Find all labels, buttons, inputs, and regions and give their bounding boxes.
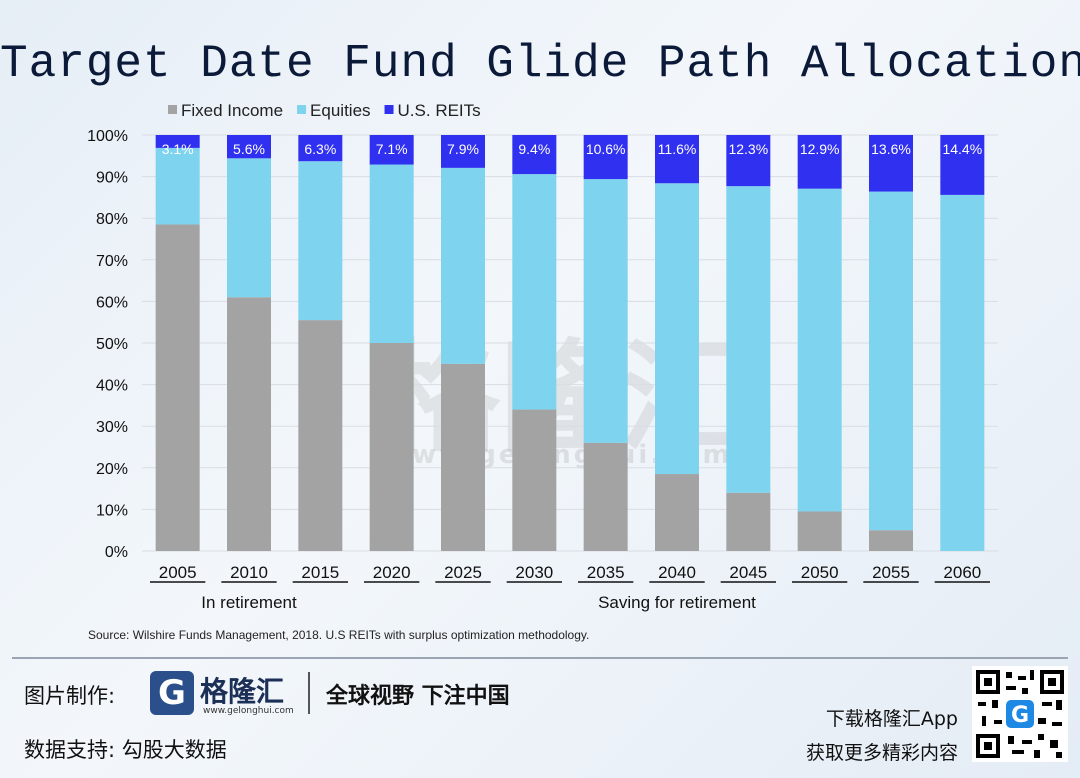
logo-name: 格隆汇 [200, 675, 285, 708]
bar-segment [655, 135, 699, 184]
reit-data-label: 5.6% [233, 141, 265, 157]
footer-vertical-divider [308, 672, 310, 714]
reit-data-label: 7.9% [447, 141, 479, 157]
legend-label: Fixed Income [181, 101, 283, 120]
group-label: Saving for retirement [598, 593, 756, 612]
bar-segment [441, 167, 485, 364]
x-tick-label: 2015 [301, 563, 339, 582]
bar-segment [797, 511, 842, 551]
legend-swatch [168, 105, 177, 114]
reit-data-label: 9.4% [518, 141, 550, 157]
bar-segment [369, 135, 414, 165]
logo-url: www.gelonghui.com [203, 706, 294, 716]
stacked-bar-chart: 0% 10% 20% 30% 40% 50% 60% 70% 80% 90% 100% Fixed I… [87, 101, 998, 642]
legend-label: Equities [310, 101, 370, 120]
x-tick-label: 2030 [515, 563, 553, 582]
legend-label: U.S. REITs [398, 101, 481, 120]
bar-segment [155, 224, 200, 551]
bar-segment [227, 158, 271, 298]
bar-segment [227, 135, 271, 159]
gelonghui-logo-icon: G [150, 671, 194, 715]
bar-segment [726, 492, 771, 551]
bar-segment [155, 135, 200, 148]
y-tick-label: 10% [96, 502, 128, 519]
reit-data-label: 12.3% [728, 141, 768, 157]
reit-data-label: 3.1% [162, 141, 194, 157]
svg-text:G: G [1011, 703, 1029, 728]
y-tick-label: 0% [105, 544, 128, 561]
reit-data-label: 12.9% [800, 141, 840, 157]
bar-segment [369, 164, 414, 343]
y-tick-label: 30% [96, 419, 128, 436]
bar-segment [155, 147, 200, 225]
bar-segment [797, 188, 842, 512]
reit-data-label: 7.1% [376, 141, 408, 157]
bar-segment [869, 530, 913, 551]
bar-segment [298, 161, 343, 321]
y-tick-label: 60% [96, 294, 128, 311]
x-tick-label: 2045 [729, 563, 767, 582]
x-tick-label: 2050 [801, 563, 839, 582]
bar-segment [869, 191, 913, 531]
bar-segment [512, 409, 557, 551]
bar-segment [869, 135, 913, 192]
bar-segment [298, 135, 343, 162]
legend-swatch [297, 105, 307, 114]
bar-segment [726, 135, 771, 187]
bar-segment [726, 186, 771, 493]
y-tick-label: 70% [96, 253, 128, 270]
bar-segment [940, 135, 985, 195]
y-tick-label: 50% [96, 336, 128, 353]
reit-data-label: 11.6% [658, 141, 697, 157]
bar-segment [441, 135, 485, 168]
bar-segment [940, 194, 985, 552]
bar-segment [583, 442, 628, 551]
x-tick-label: 2025 [444, 563, 482, 582]
legend-swatch [384, 105, 394, 114]
bar-segment [583, 179, 628, 443]
bar-segment [369, 343, 414, 551]
x-tick-label: 2020 [373, 563, 411, 582]
y-tick-label: 100% [87, 128, 128, 145]
x-tick-label: 2040 [658, 563, 696, 582]
reit-data-label: 6.3% [304, 141, 336, 157]
bar-segment [512, 174, 557, 410]
bar-segment [583, 135, 628, 180]
x-tick-label: 2035 [587, 563, 625, 582]
more-content-text: 获取更多精彩内容 [805, 742, 958, 764]
credit-label: 图片制作: [24, 684, 116, 708]
reit-data-label: 10.6% [586, 141, 626, 157]
data-support-label: 数据支持: 勾股大数据 [24, 738, 227, 762]
x-tick-label: 2055 [872, 563, 910, 582]
bar-segment [441, 363, 485, 551]
group-label: In retirement [201, 593, 297, 612]
y-tick-label: 80% [96, 211, 128, 228]
bar-segment [655, 183, 699, 475]
x-tick-label: 2060 [943, 563, 981, 582]
chart-title: Target Date Fund Glide Path Allocations [0, 38, 1080, 90]
x-tick-label: 2010 [230, 563, 268, 582]
source-note: Source: Wilshire Funds Management, 2018.… [88, 628, 589, 642]
download-app-text: 下载格隆汇App [825, 708, 958, 730]
bar-segment [227, 297, 271, 551]
y-tick-label: 90% [96, 170, 128, 187]
qr-code-icon: G [972, 666, 1068, 762]
reit-data-label: 14.4% [942, 141, 982, 157]
x-tick-label: 2005 [159, 563, 197, 582]
bar-segment [298, 320, 343, 551]
reit-data-label: 13.6% [871, 141, 911, 157]
slogan: 全球视野 下注中国 [326, 684, 510, 709]
footer-divider [12, 657, 1068, 659]
bar-segment [797, 135, 842, 189]
bar-segment [512, 135, 557, 175]
bar-segment [655, 474, 699, 551]
y-tick-label: 40% [96, 378, 128, 395]
y-tick-label: 20% [96, 461, 128, 478]
